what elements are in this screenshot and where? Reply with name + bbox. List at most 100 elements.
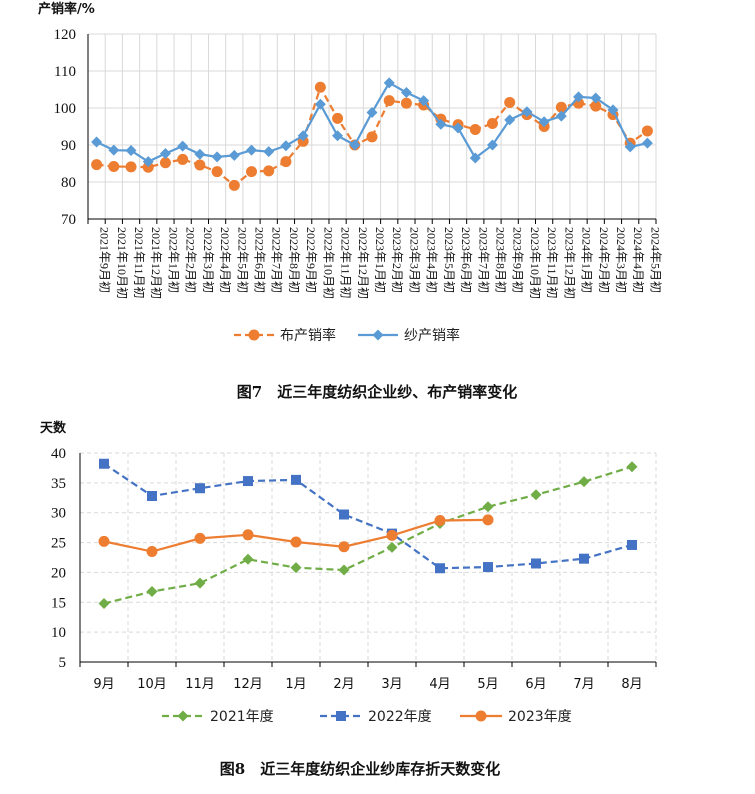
legend-item-2: 纱产销率 (358, 327, 460, 344)
y-tick-100: 100 (54, 101, 77, 117)
data-point (177, 140, 189, 152)
x-tick-label: 2023年11月初 (545, 227, 559, 299)
x-tick-label: 2024年2月初 (597, 227, 611, 293)
data-point (228, 179, 240, 191)
data-point (91, 136, 103, 148)
data-point (434, 514, 446, 526)
legend-label: 2022年度 (368, 709, 432, 725)
data-point (452, 122, 464, 134)
x-tick-label: 2021年10月初 (115, 227, 129, 299)
data-point (624, 141, 636, 153)
series-1 (91, 81, 653, 191)
series-line (96, 84, 649, 187)
data-point (211, 151, 223, 163)
legend-marker (336, 711, 346, 721)
x-tick-label: 2022年7月初 (270, 227, 284, 293)
data-point (538, 116, 550, 128)
data-point (469, 152, 481, 164)
data-point (590, 92, 602, 104)
data-point (483, 562, 493, 573)
x-tick-label: 2023年9月初 (511, 227, 525, 293)
legend-item-1: 布产销率 (234, 327, 336, 344)
data-point (125, 145, 137, 157)
data-point (147, 490, 157, 501)
legend-marker (475, 710, 487, 722)
data-point (338, 541, 350, 553)
y-tick-30: 30 (51, 506, 66, 522)
data-point (243, 476, 253, 487)
legend-label: 布产销率 (280, 327, 336, 344)
x-tick-label: 2022年1月初 (166, 227, 180, 293)
series-line (103, 465, 633, 605)
data-point (504, 114, 516, 126)
data-point (332, 112, 344, 124)
data-point (314, 81, 326, 93)
data-point (290, 562, 302, 574)
data-point (626, 461, 638, 473)
x-tick-label: 10月 (137, 677, 167, 692)
data-point (211, 166, 223, 178)
data-point (108, 160, 120, 172)
x-tick-label: 2023年8月初 (493, 227, 507, 293)
x-tick-label: 2024年4月初 (631, 227, 645, 293)
data-point (146, 586, 158, 598)
y-tick-80: 80 (61, 175, 76, 191)
data-point (242, 529, 254, 541)
data-point (195, 483, 205, 494)
data-point (578, 476, 590, 488)
y-axis-label: 产销率/% (38, 1, 95, 17)
data-point (383, 95, 395, 107)
legend-item-2: 2022年度 (320, 709, 432, 725)
data-point (531, 558, 541, 569)
data-point (530, 489, 542, 501)
chart-inventory-days: 天数 5 10 15 20 25 30 35 40 9月 10月 11月 12月 1月 2月 3月 4月 5月 6月… (40, 420, 657, 778)
data-point (297, 130, 309, 142)
data-point (125, 161, 137, 173)
x-tick-label: 2024年5月初 (648, 227, 662, 293)
data-point (400, 97, 412, 109)
x-tick-label: 2023年3月初 (407, 227, 421, 293)
data-point (159, 157, 171, 169)
series-2 (91, 77, 653, 168)
figure-caption: 图8 近三年度纺织企业纱库存折天数变化 (220, 760, 500, 778)
x-tick-label: 8月 (621, 677, 642, 692)
x-tick-label: 2022年6月初 (253, 227, 267, 293)
data-point (242, 553, 254, 565)
series-1 (98, 461, 638, 609)
data-point (383, 77, 395, 89)
data-point (142, 156, 154, 168)
data-point (246, 166, 258, 178)
series-line (96, 81, 648, 163)
data-point (504, 96, 516, 108)
x-tick-label: 2023年2月初 (390, 227, 404, 293)
data-point (366, 131, 378, 143)
x-tick-label: 2023年6月初 (459, 227, 473, 293)
series-3 (98, 514, 494, 558)
data-point (627, 539, 637, 550)
data-point (579, 553, 589, 564)
x-tick-label: 2月 (333, 677, 354, 692)
x-tick-label: 6月 (525, 677, 546, 692)
x-tick-label: 2023年5月初 (442, 227, 456, 293)
figure-caption: 图7 近三年度纺织企业纱、布产销率变化 (237, 383, 517, 400)
data-point (339, 509, 349, 520)
data-point (280, 140, 292, 152)
y-tick-35: 35 (51, 476, 66, 492)
x-tick-label: 2023年1月初 (373, 227, 387, 293)
data-point (332, 130, 344, 142)
x-tick-label: 2024年1月初 (580, 227, 594, 293)
x-tick-label: 11月 (185, 677, 215, 692)
data-point (435, 118, 447, 130)
data-point (291, 474, 301, 485)
data-point (486, 139, 498, 151)
data-point (146, 546, 158, 558)
x-tick-label: 2022年9月初 (304, 227, 318, 293)
data-point (555, 110, 567, 122)
data-point (386, 541, 398, 553)
y-tick-120: 120 (54, 27, 77, 43)
x-tick-label: 2022年10月初 (321, 227, 335, 299)
y-tick-90: 90 (61, 138, 76, 154)
data-point (366, 106, 378, 118)
x-tick-label: 2022年12月初 (356, 227, 370, 299)
data-point (400, 86, 412, 98)
